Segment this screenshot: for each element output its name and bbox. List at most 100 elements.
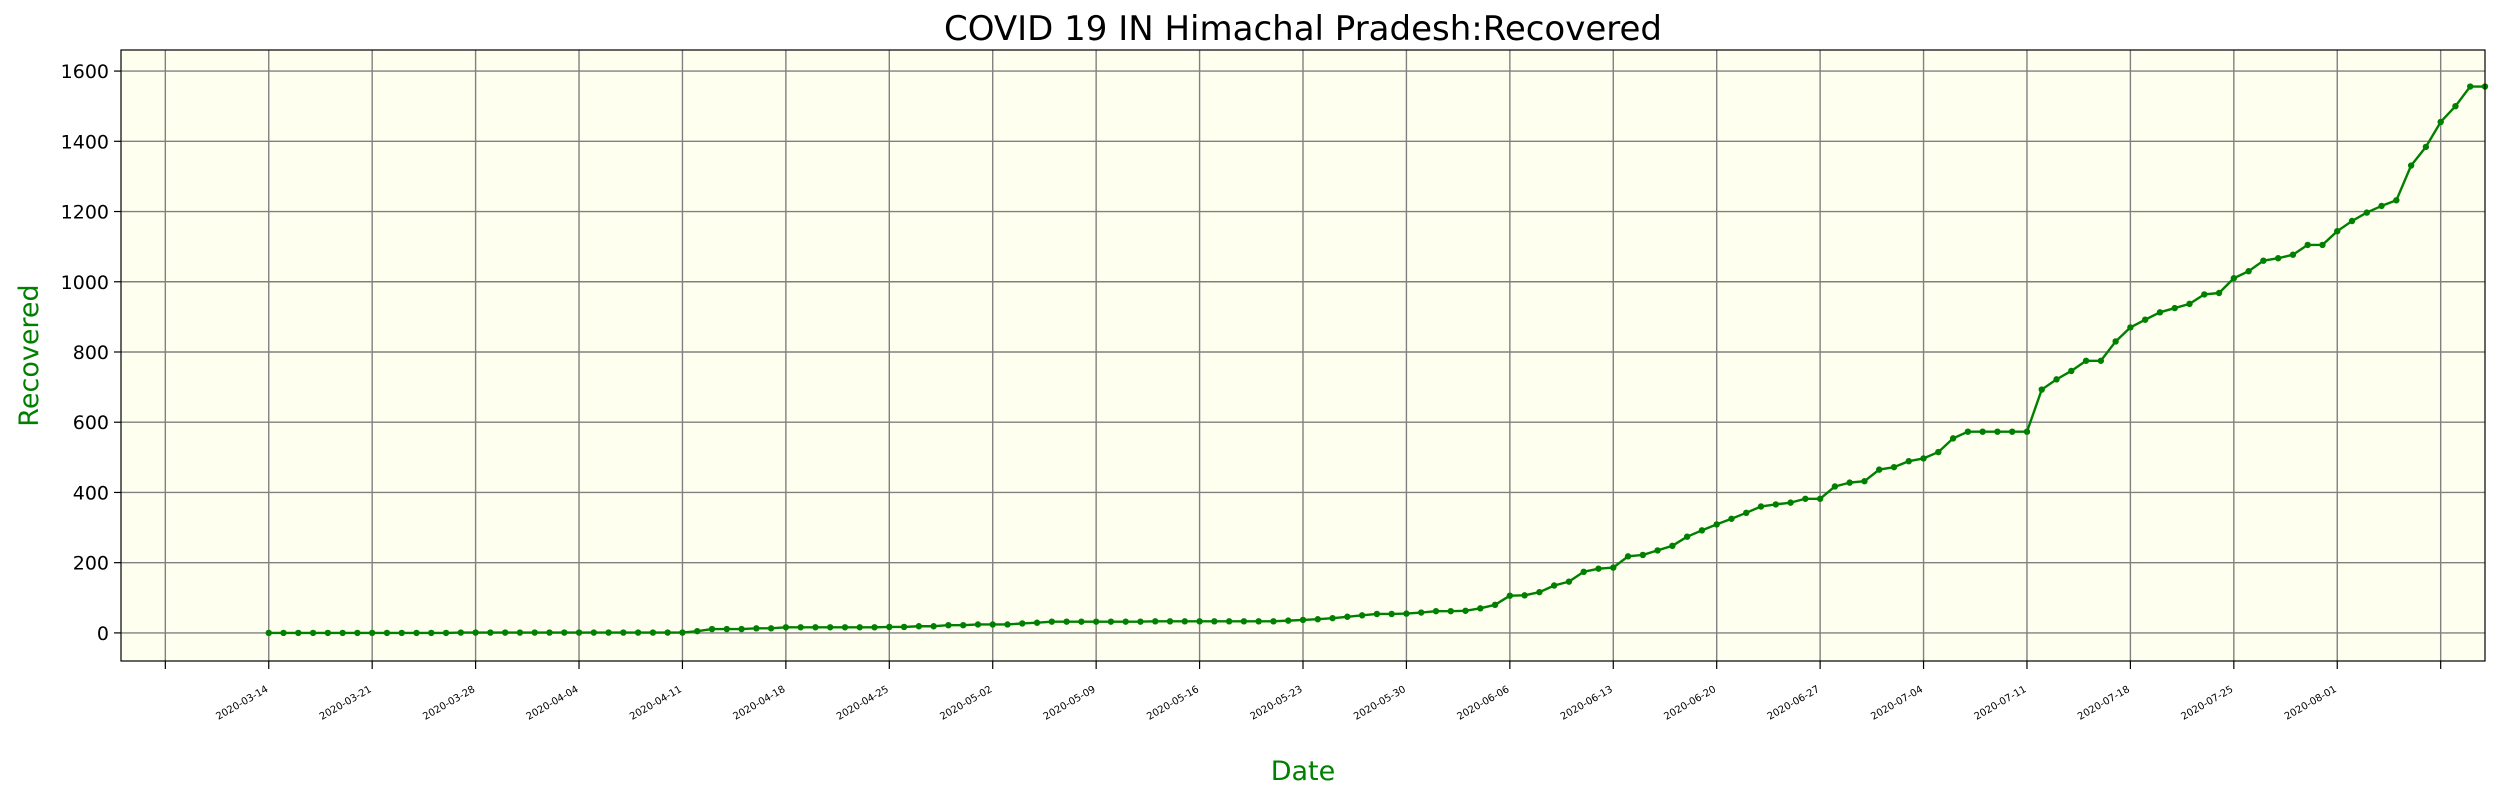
data-point	[398, 629, 405, 637]
data-point	[915, 623, 923, 630]
x-tick-label: 2020-06-13	[1559, 684, 1615, 723]
x-tick-label: 2020-04-04	[525, 684, 581, 723]
data-point	[2186, 300, 2193, 308]
data-point	[1255, 618, 1262, 625]
data-point	[1063, 618, 1070, 625]
chart-title: COVID 19 IN Himachal Pradesh:Recovered	[944, 9, 1662, 49]
data-point	[2201, 291, 2208, 298]
data-point	[1211, 618, 1218, 625]
data-point	[1772, 501, 1780, 508]
data-point	[575, 629, 583, 636]
data-point	[664, 629, 671, 636]
data-point	[1787, 499, 1794, 506]
data-point	[2407, 162, 2415, 169]
data-point	[339, 629, 346, 637]
data-point	[1373, 610, 1381, 618]
data-point	[886, 623, 893, 631]
x-tick-label: 2020-05-30	[1352, 684, 1408, 723]
data-point	[2230, 275, 2238, 282]
data-point	[900, 623, 908, 631]
data-point	[1861, 478, 1868, 485]
data-point	[1152, 618, 1159, 625]
data-point	[753, 625, 760, 632]
data-point	[1432, 607, 1440, 615]
data-point	[841, 624, 849, 631]
data-point	[679, 629, 686, 636]
data-point	[1418, 609, 1425, 616]
data-point	[2319, 241, 2326, 249]
data-point	[1698, 527, 1706, 534]
data-point	[2215, 289, 2223, 297]
data-point	[1166, 618, 1174, 625]
data-point	[1949, 435, 1957, 442]
x-axis-label: Date	[1271, 756, 1336, 787]
data-point	[1019, 620, 1026, 627]
data-point	[1270, 618, 1277, 625]
data-point	[930, 623, 937, 630]
data-point	[634, 629, 642, 636]
data-point	[812, 624, 819, 631]
x-tick-label: 2020-06-20	[1662, 684, 1718, 723]
data-point	[1846, 479, 1853, 486]
data-point	[2245, 268, 2252, 275]
data-point	[1890, 463, 1898, 471]
data-point	[2348, 217, 2356, 225]
data-point	[1004, 621, 1011, 628]
data-point	[1521, 592, 1528, 599]
data-point	[472, 629, 479, 636]
data-point	[2393, 197, 2400, 204]
y-tick-label: 400	[73, 482, 109, 504]
data-point	[797, 624, 804, 631]
data-point	[442, 629, 450, 637]
data-point	[694, 627, 701, 635]
data-point	[945, 621, 952, 629]
data-point	[1285, 617, 1292, 624]
data-point	[1092, 618, 1100, 625]
data-point	[1654, 547, 1661, 554]
data-point	[1550, 582, 1558, 589]
data-point	[1506, 592, 1514, 599]
data-point	[2171, 304, 2178, 312]
x-tick-label: 2020-07-11	[1973, 684, 2029, 723]
data-point	[1979, 428, 1986, 435]
data-point	[531, 629, 538, 636]
data-point	[1122, 618, 1129, 625]
data-point	[1107, 618, 1115, 625]
data-point	[871, 624, 878, 631]
data-point	[959, 621, 967, 629]
data-point	[2141, 316, 2149, 323]
x-tick-label: 2020-03-28	[421, 684, 477, 723]
x-tick-label: 2020-07-18	[2076, 684, 2132, 723]
x-tick-label: 2020-04-11	[628, 684, 684, 723]
x-tick-label: 2020-04-25	[835, 684, 891, 723]
data-point	[2082, 357, 2090, 364]
data-point	[1536, 588, 1543, 596]
data-point	[2304, 241, 2311, 249]
y-tick-label: 1400	[61, 131, 109, 153]
data-point	[2378, 202, 2385, 210]
data-point	[2260, 257, 2267, 264]
data-point	[827, 624, 834, 631]
data-point	[856, 624, 863, 631]
data-point	[1876, 466, 1883, 473]
y-tick-label: 0	[97, 623, 109, 645]
data-point	[354, 629, 361, 637]
data-point	[2467, 83, 2474, 90]
data-point	[1299, 616, 1307, 624]
data-point	[708, 625, 716, 633]
data-point	[1137, 618, 1144, 625]
y-tick-label: 200	[73, 553, 109, 575]
data-point	[1447, 607, 1454, 615]
y-tick-label: 1600	[61, 61, 109, 83]
data-point	[605, 629, 612, 636]
data-point	[2422, 143, 2430, 151]
data-point	[1994, 428, 2001, 435]
data-point	[2437, 118, 2444, 126]
data-point	[1225, 618, 1233, 625]
data-point	[2334, 227, 2341, 235]
data-point	[501, 629, 509, 636]
grid	[121, 50, 2485, 661]
y-axis-ticks: 0 200 400 600 800 1000 1200 1400 1600	[61, 61, 121, 645]
data-point	[383, 629, 391, 637]
